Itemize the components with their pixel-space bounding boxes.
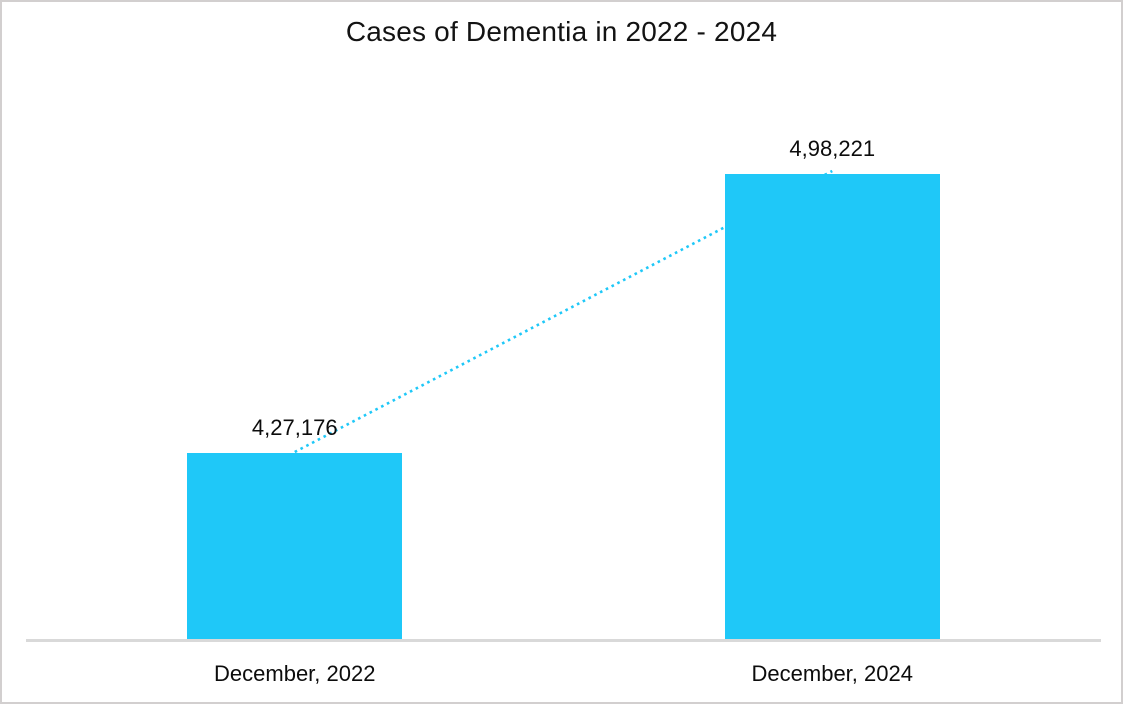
x-axis-label-December, 2024: December, 2024: [751, 661, 913, 686]
x-axis-label-December, 2022: December, 2022: [214, 661, 376, 686]
data-label-December, 2024: 4,98,221: [789, 136, 876, 161]
bar-December, 2024: [724, 174, 940, 639]
data-label-December, 2022: 4,27,176: [251, 415, 338, 440]
bar-December, 2022: [187, 453, 403, 639]
x-axis-line: [26, 639, 1101, 642]
chart-title: Cases of Dementia in 2022 - 2024: [345, 16, 778, 47]
